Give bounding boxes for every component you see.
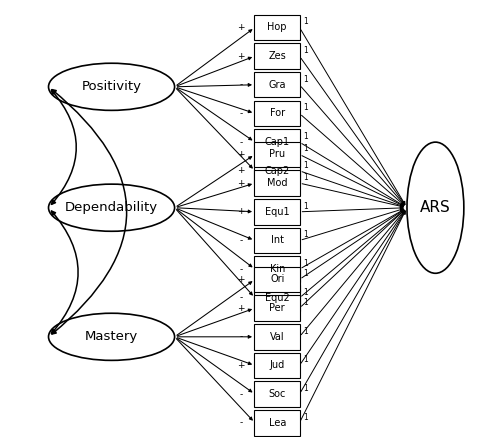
FancyBboxPatch shape bbox=[254, 267, 300, 292]
Text: 1: 1 bbox=[304, 384, 308, 393]
Text: +: + bbox=[238, 150, 245, 159]
FancyBboxPatch shape bbox=[254, 285, 300, 311]
FancyBboxPatch shape bbox=[254, 324, 300, 349]
Text: 1: 1 bbox=[304, 202, 308, 211]
Text: Gra: Gra bbox=[268, 80, 286, 90]
FancyBboxPatch shape bbox=[254, 129, 300, 155]
Text: 1: 1 bbox=[304, 298, 308, 307]
Text: Cap2: Cap2 bbox=[264, 166, 290, 176]
Text: 1: 1 bbox=[304, 355, 308, 364]
Text: For: For bbox=[270, 108, 285, 118]
Text: -: - bbox=[240, 236, 242, 245]
FancyBboxPatch shape bbox=[254, 199, 300, 224]
FancyBboxPatch shape bbox=[254, 381, 300, 407]
Text: +: + bbox=[238, 304, 245, 312]
Text: -: - bbox=[240, 80, 242, 89]
FancyBboxPatch shape bbox=[254, 170, 300, 196]
Text: -: - bbox=[240, 109, 242, 118]
Text: 1: 1 bbox=[304, 413, 308, 422]
FancyBboxPatch shape bbox=[254, 142, 300, 167]
Text: -: - bbox=[240, 138, 242, 147]
Text: 1: 1 bbox=[304, 288, 308, 297]
Text: +: + bbox=[238, 51, 245, 61]
Text: +: + bbox=[238, 179, 245, 187]
Text: Equ2: Equ2 bbox=[265, 293, 289, 303]
Text: Mastery: Mastery bbox=[85, 330, 138, 343]
FancyBboxPatch shape bbox=[254, 295, 300, 321]
Text: 1: 1 bbox=[304, 103, 308, 112]
Text: +: + bbox=[238, 361, 245, 370]
Text: Pru: Pru bbox=[269, 150, 285, 159]
FancyBboxPatch shape bbox=[254, 44, 300, 69]
FancyBboxPatch shape bbox=[254, 15, 300, 40]
FancyBboxPatch shape bbox=[254, 228, 300, 253]
FancyBboxPatch shape bbox=[254, 410, 300, 436]
Text: -: - bbox=[240, 293, 242, 302]
Text: +: + bbox=[238, 23, 245, 32]
Text: Ori: Ori bbox=[270, 275, 284, 284]
Text: Positivity: Positivity bbox=[82, 80, 142, 93]
Text: Zes: Zes bbox=[268, 51, 286, 61]
Text: 1: 1 bbox=[304, 74, 308, 84]
Text: Lea: Lea bbox=[268, 418, 286, 428]
FancyBboxPatch shape bbox=[254, 257, 300, 282]
Text: Hop: Hop bbox=[268, 22, 287, 33]
Text: +: + bbox=[238, 166, 245, 175]
Text: Per: Per bbox=[270, 303, 285, 313]
Text: -: - bbox=[240, 418, 242, 427]
Text: Soc: Soc bbox=[268, 389, 286, 399]
Text: Int: Int bbox=[270, 235, 283, 246]
FancyBboxPatch shape bbox=[254, 72, 300, 97]
Text: 1: 1 bbox=[304, 17, 308, 26]
Text: +: + bbox=[238, 207, 245, 216]
Text: 1: 1 bbox=[304, 269, 308, 278]
Text: 1: 1 bbox=[304, 161, 308, 169]
Text: 1: 1 bbox=[304, 144, 308, 153]
Text: Kin: Kin bbox=[270, 264, 285, 274]
FancyBboxPatch shape bbox=[254, 158, 300, 183]
Text: 1: 1 bbox=[304, 173, 308, 182]
Text: 1: 1 bbox=[304, 46, 308, 55]
Text: ARS: ARS bbox=[420, 200, 451, 215]
Text: Dependability: Dependability bbox=[65, 201, 158, 214]
Text: -: - bbox=[240, 265, 242, 274]
Text: Val: Val bbox=[270, 332, 284, 342]
Text: Jud: Jud bbox=[270, 360, 285, 370]
Text: -: - bbox=[240, 390, 242, 399]
Text: 1: 1 bbox=[304, 132, 308, 141]
Text: Equ1: Equ1 bbox=[265, 207, 289, 217]
FancyBboxPatch shape bbox=[254, 353, 300, 378]
Text: 1: 1 bbox=[304, 230, 308, 239]
Text: -: - bbox=[240, 332, 242, 341]
Text: 1: 1 bbox=[304, 259, 308, 268]
Text: Mod: Mod bbox=[267, 178, 287, 188]
Text: +: + bbox=[238, 275, 245, 284]
FancyBboxPatch shape bbox=[254, 101, 300, 126]
Text: 1: 1 bbox=[304, 326, 308, 336]
Text: Cap1: Cap1 bbox=[264, 137, 290, 147]
